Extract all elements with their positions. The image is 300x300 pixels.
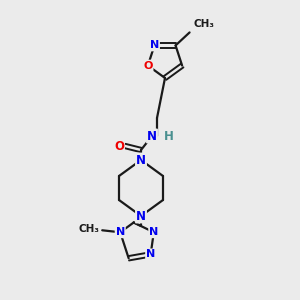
Text: N: N [116,227,125,237]
Text: N: N [149,227,158,237]
Text: N: N [136,154,146,166]
Text: O: O [143,61,153,70]
Text: N: N [136,209,146,223]
Text: CH₃: CH₃ [78,224,99,234]
Text: N: N [150,40,159,50]
Text: CH₃: CH₃ [194,20,214,29]
Text: N: N [146,249,155,260]
Text: N: N [147,130,157,142]
Text: O: O [114,140,124,152]
Text: H: H [164,130,174,142]
